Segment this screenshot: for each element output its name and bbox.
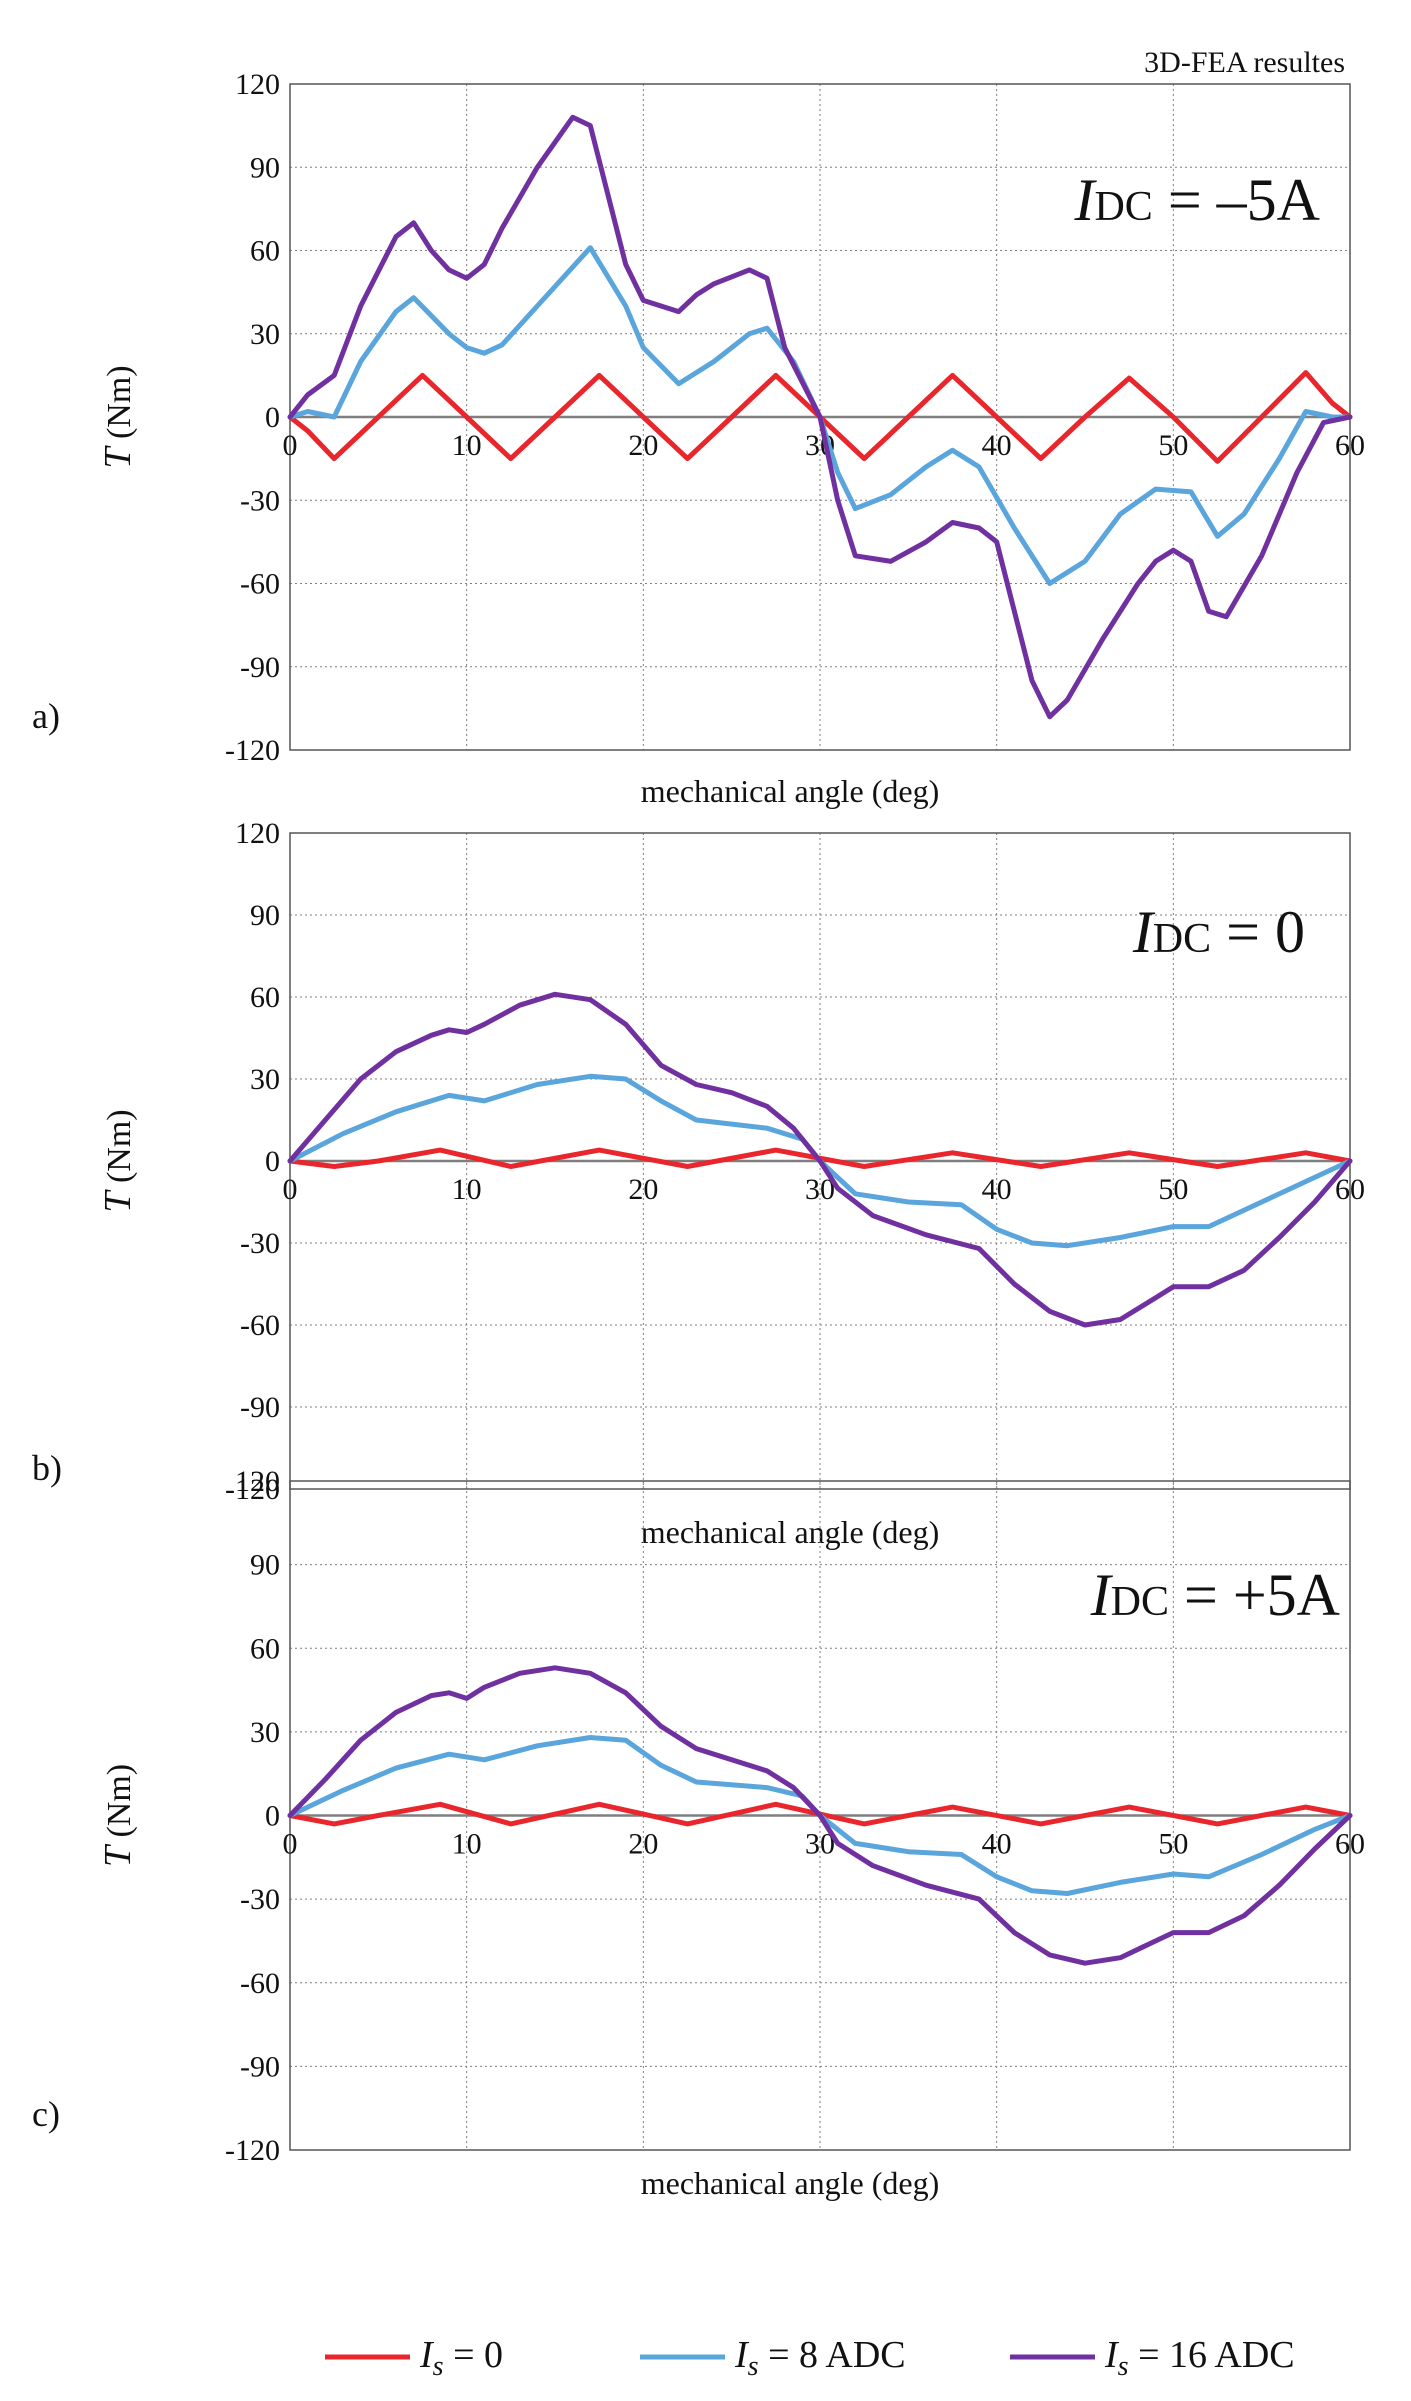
- y-tick-label: 0: [265, 1800, 280, 1833]
- x-tick-label: 40: [982, 1173, 1012, 1206]
- legend-label-3: Is = 16 ADC: [1104, 2334, 1295, 2382]
- x-tick-label: 50: [1158, 1828, 1188, 1861]
- y-tick-label: -30: [240, 484, 280, 517]
- y-tick-label: 30: [250, 1063, 280, 1096]
- y-tick-label: -60: [240, 1967, 280, 2000]
- panel-label: c): [32, 2094, 60, 2134]
- y-tick-label: 30: [250, 1716, 280, 1749]
- series-line-3: [287, 114, 1353, 720]
- y-tick-label: -120: [225, 734, 280, 767]
- y-tick-label: 60: [250, 235, 280, 268]
- x-tick-label: 0: [283, 429, 298, 462]
- x-tick-label: 50: [1158, 429, 1188, 462]
- y-tick-label: 0: [265, 401, 280, 434]
- x-tick-label: 20: [628, 429, 658, 462]
- y-tick-label: -90: [240, 1391, 280, 1424]
- y-tick-label: 90: [250, 151, 280, 184]
- x-tick-label: 0: [283, 1173, 298, 1206]
- y-tick-label: 30: [250, 318, 280, 351]
- x-tick-label: 10: [452, 1828, 482, 1861]
- y-axis-label: T (Nm): [97, 1109, 139, 1212]
- y-tick-label: -90: [240, 2050, 280, 2083]
- y-tick-label: -90: [240, 651, 280, 684]
- series-line-3: [287, 991, 1353, 1328]
- legend-label-1: Is = 0: [419, 2334, 503, 2382]
- legend: Is = 0 Is = 8 ADC Is = 16 ADC: [325, 2334, 1295, 2382]
- x-tick-label: 50: [1158, 1173, 1188, 1206]
- y-tick-label: -120: [225, 2134, 280, 2167]
- x-tick-label: 60: [1335, 1828, 1365, 1861]
- panel-label: b): [32, 1448, 62, 1488]
- x-tick-label: 40: [982, 429, 1012, 462]
- y-tick-label: -60: [240, 1309, 280, 1342]
- y-tick-label: 60: [250, 981, 280, 1014]
- y-tick-label: 120: [235, 817, 280, 850]
- idc-annotation: IDC = +5A: [1090, 1562, 1340, 1628]
- series-line-3: [287, 1665, 1353, 1966]
- y-tick-label: -120: [225, 1473, 280, 1506]
- y-tick-label: 0: [265, 1145, 280, 1178]
- legend-label-2: Is = 8 ADC: [734, 2334, 906, 2382]
- y-tick-label: -60: [240, 568, 280, 601]
- x-tick-label: 10: [452, 429, 482, 462]
- y-axis-label: T (Nm): [97, 1764, 139, 1867]
- x-tick-label: 0: [283, 1828, 298, 1861]
- header-note: 3D-FEA resultes: [1144, 46, 1345, 79]
- panel-label: a): [32, 696, 60, 736]
- idc-annotation: IDC = 0: [1132, 899, 1305, 965]
- y-axis-label: T (Nm): [97, 365, 139, 468]
- y-tick-label: 120: [235, 1465, 280, 1498]
- y-tick-label: -30: [240, 1883, 280, 1916]
- y-tick-label: 120: [235, 68, 280, 101]
- x-tick-label: 60: [1335, 429, 1365, 462]
- x-tick-label: 20: [628, 1173, 658, 1206]
- x-axis-label: mechanical angle (deg): [641, 2165, 940, 2201]
- x-tick-label: 60: [1335, 1173, 1365, 1206]
- idc-annotation: IDC = –5A: [1073, 167, 1320, 233]
- x-tick-label: 10: [452, 1173, 482, 1206]
- y-tick-label: -30: [240, 1227, 280, 1260]
- x-axis-label: mechanical angle (deg): [641, 773, 940, 809]
- x-tick-label: 20: [628, 1828, 658, 1861]
- series-line-1: [287, 1801, 1353, 1827]
- y-tick-label: 90: [250, 1549, 280, 1582]
- y-tick-label: 60: [250, 1632, 280, 1665]
- y-tick-label: 90: [250, 899, 280, 932]
- x-tick-label: 40: [982, 1828, 1012, 1861]
- x-axis-label: mechanical angle (deg): [641, 1514, 940, 1550]
- series-line-1: [287, 1147, 1353, 1169]
